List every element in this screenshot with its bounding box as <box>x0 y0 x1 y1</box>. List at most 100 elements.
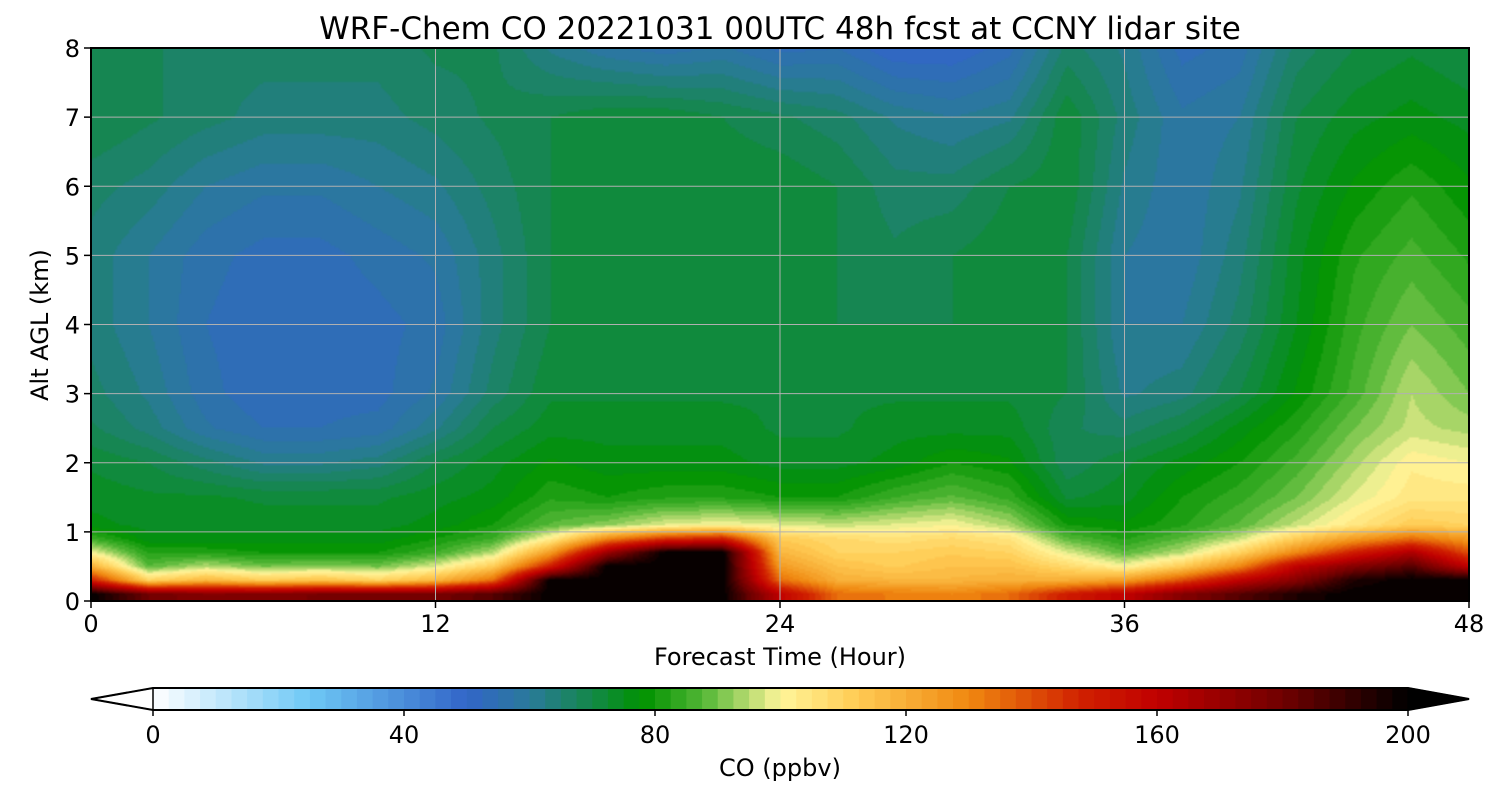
colorbar-segment <box>1392 688 1409 710</box>
grid-lines <box>91 48 1469 601</box>
x-tick-label: 24 <box>765 610 796 638</box>
colorbar-segment <box>607 688 625 710</box>
x-axis-label: Forecast Time (Hour) <box>654 643 906 671</box>
colorbar-segment <box>796 688 813 710</box>
colorbar-segment <box>576 688 593 710</box>
colorbar-tick-label: 80 <box>640 721 671 749</box>
colorbar-segment <box>498 688 515 710</box>
colorbar-tick-label: 160 <box>1134 721 1180 749</box>
colorbar-segment <box>874 688 891 710</box>
y-tick-label: 5 <box>65 242 80 270</box>
colorbar-segment <box>639 688 656 710</box>
y-tick-label: 4 <box>65 312 80 340</box>
colorbar-segment <box>1188 688 1205 710</box>
y-axis-label: Alt AGL (km) <box>26 249 54 401</box>
colorbar-segment <box>764 688 782 710</box>
colorbar-segment <box>294 688 311 710</box>
colorbar-segment <box>843 688 860 710</box>
colorbar-segment <box>1329 688 1346 710</box>
colorbar: 0 40 80 120 160 200 CO (ppbv) <box>90 687 1470 782</box>
colorbar-segment <box>560 688 578 710</box>
colorbar-segment <box>1360 688 1378 710</box>
colorbar-segment <box>670 688 687 710</box>
colorbar-segment <box>937 688 954 710</box>
x-tick-label: 0 <box>83 610 98 638</box>
colorbar-segment <box>388 688 405 710</box>
colorbar-segment <box>686 688 703 710</box>
y-tick-label: 3 <box>65 381 80 409</box>
y-tick-label: 6 <box>65 173 80 201</box>
colorbar-segment <box>215 688 233 710</box>
colorbar-segment <box>153 688 170 710</box>
colorbar-tick-label: 0 <box>145 721 160 749</box>
colorbar-segment <box>827 688 844 710</box>
colorbar-segment <box>545 688 562 710</box>
colorbar-segment <box>466 688 484 710</box>
colorbar-segment <box>513 688 531 710</box>
colorbar-segment <box>262 688 280 710</box>
colorbar-tick-label: 40 <box>389 721 420 749</box>
y-tick-label: 0 <box>65 588 80 616</box>
y-tick-label: 2 <box>65 450 80 478</box>
colorbar-segment <box>953 688 970 710</box>
plot-area <box>90 47 1470 602</box>
colorbar-segment <box>1015 688 1033 710</box>
colorbar-segment <box>1000 688 1017 710</box>
x-tick-label: 48 <box>1454 610 1485 638</box>
colorbar-segment <box>247 688 264 710</box>
y-tick-label: 7 <box>65 104 80 132</box>
colorbar-segment <box>623 688 640 710</box>
colorbar-segment <box>1062 688 1080 710</box>
colorbar-segment <box>968 688 986 710</box>
y-tick-label: 1 <box>65 519 80 547</box>
x-tick-label: 36 <box>1109 610 1140 638</box>
colorbar-segment <box>1109 688 1127 710</box>
colorbar-segment <box>1376 688 1393 710</box>
colorbar-segment <box>1125 688 1142 710</box>
colorbar-segment <box>890 688 907 710</box>
colorbar-segment <box>168 688 185 710</box>
colorbar-segment <box>356 688 374 710</box>
colorbar-segment <box>984 688 1001 710</box>
colorbar-segment <box>404 688 421 710</box>
colorbar-segment <box>435 688 452 710</box>
colorbar-segment <box>1157 688 1174 710</box>
colorbar-segment <box>717 688 735 710</box>
colorbar-segment <box>1235 688 1252 710</box>
colorbar-segment <box>419 688 436 710</box>
colorbar-segment <box>1047 688 1064 710</box>
y-tick-label: 8 <box>65 35 80 63</box>
colorbar-segment <box>529 688 546 710</box>
colorbar-segment <box>325 688 342 710</box>
colorbar-segment <box>1172 688 1189 710</box>
colorbar-segment <box>200 688 217 710</box>
colorbar-segment <box>906 688 923 710</box>
colorbar-segment <box>1204 688 1221 710</box>
colorbar-segment <box>780 688 797 710</box>
colorbar-segment <box>921 688 938 710</box>
colorbar-segment <box>858 688 876 710</box>
colorbar-label: CO (ppbv) <box>719 754 841 782</box>
colorbar-segment <box>341 688 358 710</box>
colorbar-segment <box>231 688 248 710</box>
colorbar-segment <box>451 688 468 710</box>
colorbar-segment <box>1141 688 1158 710</box>
colorbar-segment <box>1219 688 1237 710</box>
colorbar-segment <box>749 688 766 710</box>
colorbar-segment <box>1282 688 1299 710</box>
colorbar-segment <box>372 688 389 710</box>
colorbar-segment <box>1298 688 1315 710</box>
colorbar-segment <box>1031 688 1048 710</box>
colorbar-segment <box>1094 688 1111 710</box>
colorbar-segment <box>309 688 327 710</box>
x-tick-label: 12 <box>420 610 451 638</box>
colorbar-extend-max <box>1407 687 1470 711</box>
colorbar-segment <box>1078 688 1095 710</box>
colorbar-segment <box>1345 688 1362 710</box>
y-axis-ticks: 0 1 2 3 4 5 6 7 8 <box>65 35 91 616</box>
colorbar-ticks: 0 40 80 120 160 200 <box>145 710 1431 749</box>
colorbar-segment <box>482 688 499 710</box>
colorbar-extend-min <box>90 687 154 711</box>
colorbar-segment <box>1251 688 1268 710</box>
